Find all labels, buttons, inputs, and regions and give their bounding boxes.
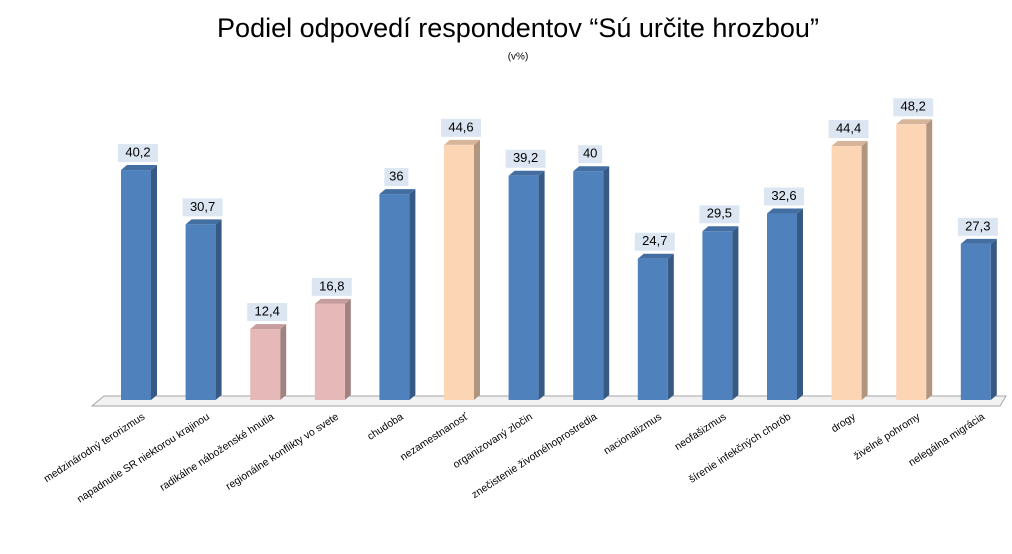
- bar: [637, 258, 668, 400]
- value-label-bg: [578, 145, 603, 164]
- x-tick-label: napadnutie SR niektorou krajinou: [75, 411, 212, 506]
- value-label-bg: [893, 98, 934, 117]
- bar: [121, 170, 151, 400]
- bar-top: [573, 166, 610, 172]
- value-label-bg: [441, 118, 481, 137]
- x-tick-label: medzinárodný terorizmus: [42, 411, 147, 485]
- value-label: 30,7: [190, 199, 215, 214]
- bar-side: [538, 170, 545, 400]
- bar-side: [861, 141, 868, 401]
- x-tick-label: radikálne náboženské hnutia: [158, 411, 277, 494]
- value-label: 27,3: [965, 218, 990, 233]
- bar-side: [409, 189, 416, 400]
- x-tick-label: drogy: [829, 410, 858, 435]
- value-label-bg: [505, 149, 546, 168]
- value-label-bg: [957, 217, 998, 236]
- value-label: 40,2: [125, 144, 150, 159]
- bar: [573, 171, 604, 400]
- chart-title: Podiel odpovedí respondentov “Sú určite …: [217, 13, 819, 43]
- bar: [896, 124, 927, 401]
- chart-subtitle: (v%): [508, 52, 529, 63]
- value-label: 12,4: [255, 304, 280, 319]
- bar-side: [215, 219, 222, 400]
- x-tick-label: šírenie infekčných chorôb: [687, 411, 794, 486]
- value-label: 39,2: [513, 150, 538, 165]
- value-label-bg: [118, 144, 158, 163]
- x-tick-label: chudoba: [365, 411, 405, 443]
- bar-top: [767, 208, 803, 214]
- value-label-bg: [634, 232, 675, 251]
- bar: [508, 175, 539, 400]
- bar: [250, 329, 281, 400]
- bar-top: [121, 165, 157, 171]
- value-label-bg: [764, 187, 804, 206]
- value-label: 40: [583, 146, 597, 161]
- bar-top: [960, 238, 997, 244]
- bar-side: [667, 253, 674, 400]
- bar-top: [896, 119, 933, 125]
- value-label: 32,6: [771, 188, 796, 203]
- bar-top: [379, 189, 416, 195]
- bar: [185, 224, 216, 400]
- x-tick-label: nacionalizmus: [602, 411, 664, 457]
- x-tick-label: neofašizmus: [673, 411, 729, 453]
- bar-top: [702, 226, 739, 232]
- value-label-bg: [384, 168, 409, 187]
- bar-top: [250, 324, 287, 330]
- bar: [702, 231, 733, 400]
- value-label-bg: [699, 205, 740, 224]
- value-label-bg: [182, 198, 223, 217]
- value-label: 24,7: [642, 233, 667, 248]
- bar-side: [926, 119, 933, 401]
- bar-side: [732, 226, 739, 400]
- bar: [379, 194, 410, 400]
- value-label: 16,8: [319, 278, 344, 293]
- bar-side: [151, 165, 157, 400]
- bar: [831, 146, 862, 400]
- value-label: 44,4: [836, 120, 861, 135]
- value-label: 44,6: [448, 119, 473, 134]
- value-label: 36: [389, 169, 403, 184]
- value-label-bg: [828, 120, 869, 139]
- bar-top: [185, 219, 222, 225]
- bar-side: [990, 238, 997, 400]
- bar-top: [831, 141, 868, 147]
- x-tick-label: znečistenie životnéhoprostredia: [469, 411, 599, 501]
- value-label: 29,5: [707, 206, 732, 221]
- bar-top: [637, 253, 674, 259]
- bar: [960, 243, 991, 400]
- bar-side: [603, 166, 610, 400]
- bar-side: [344, 298, 351, 400]
- bar-side: [797, 208, 803, 400]
- value-label-bg: [311, 277, 352, 296]
- x-tick-label: regionálne konflikty vo svete: [224, 411, 341, 493]
- bar-side: [280, 324, 287, 400]
- bar-side: [474, 139, 480, 400]
- bar: [314, 303, 345, 400]
- bar-top: [314, 298, 351, 304]
- bar: [444, 144, 474, 400]
- bar-top: [444, 139, 480, 145]
- value-label-bg: [247, 303, 288, 322]
- floor: [90, 395, 1007, 407]
- value-label: 48,2: [901, 99, 926, 114]
- bar-top: [508, 170, 545, 176]
- bar: [767, 213, 797, 400]
